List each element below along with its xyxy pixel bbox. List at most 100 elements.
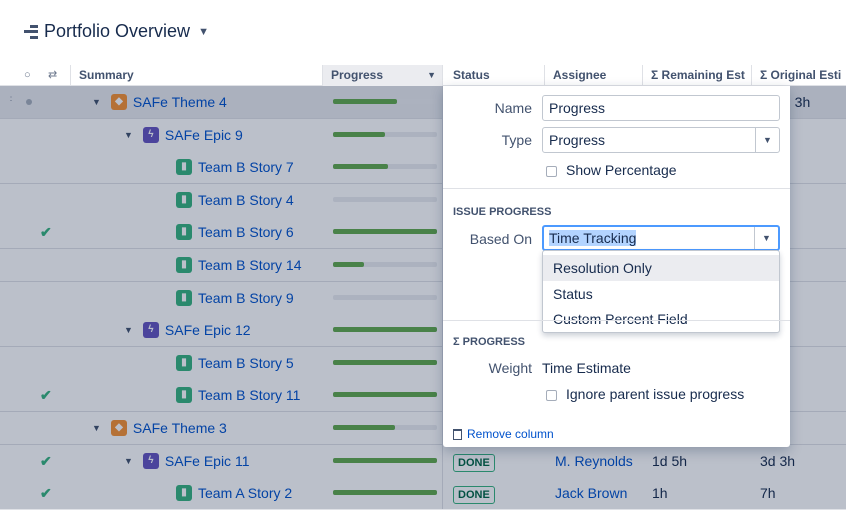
structure-title-menu[interactable]: Portfolio Overview ▼ — [24, 21, 209, 42]
expand-caret-icon[interactable]: ▼ — [124, 129, 133, 140]
circle-icon[interactable]: ○ — [24, 69, 31, 81]
progress-cell — [323, 477, 443, 510]
issue-summary-link[interactable]: Team B Story 14 — [198, 257, 302, 273]
column-header-summary[interactable]: Summary — [70, 65, 323, 86]
progress-cell — [323, 444, 443, 477]
progress-cell — [323, 216, 443, 249]
progress-bar-fill — [333, 229, 437, 235]
weight-value: Time Estimate — [542, 360, 631, 376]
option-status[interactable]: Status — [553, 286, 593, 302]
summary-cell: ▮ Team A Story 2 — [176, 477, 292, 509]
progress-cell — [323, 379, 443, 412]
show-percentage-label: Show Percentage — [566, 162, 677, 178]
progress-bar-track — [333, 327, 437, 333]
story-type-icon: ▮ — [176, 257, 192, 273]
issue-summary-link[interactable]: SAFe Epic 9 — [164, 126, 243, 143]
progress-bar-track — [333, 490, 437, 496]
resolved-check-icon: ✔ — [40, 452, 52, 469]
progress-cell — [323, 183, 443, 216]
issue-summary-link[interactable]: Team B Story 4 — [198, 191, 294, 208]
issue-summary-link[interactable]: SAFe Epic 12 — [164, 322, 251, 339]
remove-column-button[interactable]: Remove column — [453, 427, 554, 441]
column-header-progress[interactable]: Progress ▼ — [323, 65, 443, 86]
summary-cell: ▮ Team B Story 7 — [176, 151, 294, 183]
column-header-remaining[interactable]: Σ Remaining Est — [643, 65, 752, 86]
issue-summary-link[interactable]: Team B Story 5 — [198, 354, 294, 371]
ignore-parent-label: Ignore parent issue progress — [566, 386, 745, 402]
progress-bar-track — [333, 99, 437, 104]
issue-summary-link[interactable]: Team B Story 11 — [198, 387, 301, 404]
issue-summary-link[interactable]: Team B Story 6 — [198, 224, 294, 241]
trash-icon — [453, 428, 462, 440]
based-on-select[interactable]: Time Tracking ▼ — [542, 225, 780, 251]
summary-cell: ▼ ϟ SAFe Epic 11 — [124, 445, 249, 477]
based-on-select-value: Time Tracking — [549, 230, 637, 246]
issue-summary-link[interactable]: Team B Story 9 — [198, 289, 294, 306]
grid-header: ○ ⇄ Summary Progress ▼ Status Assignee Σ… — [0, 65, 846, 86]
table-row[interactable]: ✔ ▮ Team A Story 2 DONE Jack Brown 1h 7h — [0, 477, 846, 510]
type-select[interactable]: Progress ▼ — [542, 127, 780, 153]
summary-cell: ▮ Team B Story 4 — [176, 184, 294, 216]
weight-label: Weight — [488, 360, 532, 376]
progress-bar-track — [333, 294, 437, 300]
ignore-parent-checkbox[interactable] — [546, 390, 557, 401]
resolved-check-icon: ✔ — [40, 387, 52, 404]
expand-caret-icon[interactable]: ▼ — [124, 455, 133, 466]
progress-bar-fill — [333, 392, 437, 398]
theme-type-icon: ◆ — [110, 420, 127, 436]
progress-bar-fill — [333, 490, 437, 496]
progress-cell — [323, 314, 443, 347]
progress-bar-track — [333, 457, 437, 463]
caret-down-icon[interactable]: ▼ — [427, 70, 436, 80]
assignee-link[interactable]: Jack Brown — [555, 485, 628, 502]
type-select-value: Progress — [549, 132, 606, 148]
summary-cell: ▮ Team B Story 6 — [176, 216, 294, 248]
summary-cell: ▼ ϟ SAFe Epic 9 — [124, 119, 243, 151]
based-on-label: Based On — [469, 231, 532, 247]
progress-cell — [323, 281, 443, 314]
name-field[interactable]: Progress — [542, 95, 780, 121]
epic-type-icon: ϟ — [142, 452, 159, 469]
issue-summary-link[interactable]: Team A Story 2 — [198, 485, 293, 502]
issue-summary-link[interactable]: SAFe Theme 3 — [132, 420, 227, 436]
progress-bar-fill — [333, 425, 396, 430]
status-badge: DONE — [453, 453, 495, 472]
swap-icon[interactable]: ⇄ — [48, 69, 58, 81]
story-type-icon: ▮ — [176, 387, 192, 404]
epic-type-icon: ϟ — [142, 126, 159, 143]
progress-cell — [323, 118, 443, 151]
type-label: Type — [501, 132, 532, 148]
expand-caret-icon[interactable]: ▼ — [92, 423, 101, 433]
story-type-icon: ▮ — [176, 224, 192, 241]
progress-cell — [323, 249, 443, 281]
status-cell: DONE — [453, 477, 495, 509]
column-config-panel: Name Progress Type Progress ▼ Show Perce… — [443, 86, 790, 447]
dot-icon — [26, 99, 32, 105]
show-percentage-checkbox[interactable] — [546, 166, 557, 177]
assignee-link[interactable]: M. Reynolds — [555, 452, 633, 469]
option-resolution-only[interactable]: Resolution Only — [543, 255, 779, 281]
expand-caret-icon[interactable]: ▼ — [92, 97, 101, 107]
divider — [443, 320, 790, 321]
issue-summary-link[interactable]: SAFe Theme 4 — [132, 94, 227, 110]
table-row[interactable]: ✔ ▼ ϟ SAFe Epic 11 DONE M. Reynolds 1d 5h 3d 3h — [0, 444, 846, 478]
progress-bar-track — [333, 262, 437, 267]
summary-cell: ▮ Team B Story 9 — [176, 282, 294, 314]
column-header-original[interactable]: Σ Original Esti — [760, 68, 842, 82]
drag-handle-icon[interactable]: ⋮⋮ — [6, 95, 14, 103]
progress-bar-fill — [333, 327, 437, 333]
column-header-assignee[interactable]: Assignee — [545, 65, 643, 86]
expand-caret-icon[interactable]: ▼ — [124, 325, 133, 336]
option-custom-percent-field[interactable]: Custom Percent Field — [553, 311, 688, 327]
progress-cell — [323, 86, 443, 118]
original-estimate: 3d 3h — [760, 452, 796, 469]
summary-cell: ▮ Team B Story 14 — [176, 249, 302, 281]
progress-bar-track — [333, 359, 437, 365]
column-header-status[interactable]: Status — [445, 65, 545, 86]
progress-bar-track — [333, 425, 437, 430]
progress-bar-track — [333, 164, 437, 170]
progress-bar-fill — [333, 359, 437, 365]
issue-summary-link[interactable]: SAFe Epic 11 — [164, 452, 250, 469]
status-badge: DONE — [453, 486, 495, 505]
issue-summary-link[interactable]: Team B Story 7 — [198, 159, 294, 176]
